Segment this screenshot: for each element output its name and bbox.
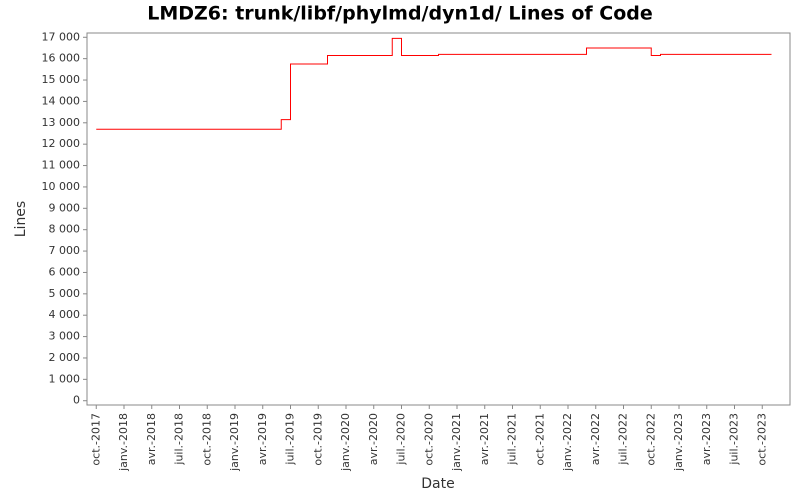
plot-area [86,32,791,406]
y-tick-label: 0 [73,394,80,407]
y-tick-label: 7 000 [49,244,81,257]
x-tick-label: juil.-2018 [173,413,186,466]
x-tick-label: oct.-2023 [755,413,768,466]
y-tick-label: 11 000 [42,159,81,172]
x-tick-label: juil.-2023 [728,413,741,466]
x-tick-label: janv.-2019 [228,413,241,472]
y-tick-label: 10 000 [42,180,81,193]
y-tick-label: 3 000 [49,330,81,343]
x-tick-label: juil.-2020 [395,413,408,466]
y-tick-label: 6 000 [49,265,81,278]
x-tick-label: juil.-2021 [506,413,519,466]
y-tick-label: 5 000 [49,287,81,300]
y-tick-label: 8 000 [49,223,81,236]
x-tick-label: janv.-2018 [117,413,130,472]
y-tick-label: 4 000 [49,308,81,321]
y-tick-label: 12 000 [42,137,81,150]
y-tick-label: 13 000 [42,116,81,129]
x-tick-label: avr.-2023 [700,413,713,465]
x-tick-label: oct.-2022 [644,413,657,466]
y-tick-label: 1 000 [49,372,81,385]
x-tick-label: oct.-2021 [533,413,546,466]
x-tick-label: avr.-2021 [478,413,491,465]
x-tick-label: oct.-2017 [89,413,102,466]
x-tick-label: avr.-2020 [367,413,380,465]
x-tick-label: janv.-2021 [450,413,463,472]
x-tick-label: janv.-2023 [672,413,685,472]
x-tick-label: avr.-2019 [256,413,269,465]
y-tick-label: 14 000 [42,94,81,107]
x-tick-label: janv.-2022 [561,413,574,472]
chart-title: LMDZ6: trunk/libf/phylmd/dyn1d/ Lines of… [147,3,653,25]
x-tick-label: avr.-2022 [589,413,602,465]
x-tick-label: juil.-2019 [284,413,297,466]
x-axis-title: Date [421,476,454,492]
x-tick-label: oct.-2020 [422,413,435,466]
y-tick-label: 15 000 [42,73,81,86]
y-axis-title: Lines [13,201,29,237]
line-series [96,37,772,130]
x-tick-label: oct.-2019 [311,413,324,466]
x-tick-label: juil.-2022 [617,413,630,466]
x-tick-label: janv.-2020 [339,413,352,472]
x-tick-label: avr.-2018 [145,413,158,465]
y-tick-label: 2 000 [49,351,81,364]
x-tick-label: oct.-2018 [200,413,213,466]
y-tick-label: 16 000 [42,52,81,65]
y-tick-label: 9 000 [49,201,81,214]
y-tick-label: 17 000 [42,30,81,43]
